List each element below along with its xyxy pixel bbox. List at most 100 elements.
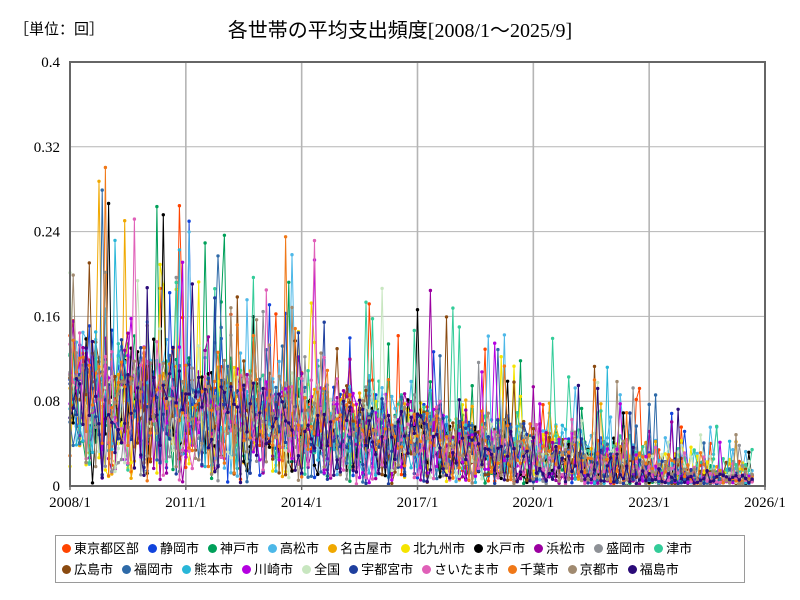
series-marker xyxy=(145,381,149,385)
series-marker xyxy=(335,443,339,447)
legend-item[interactable]: 神戸市 xyxy=(208,542,259,555)
series-marker xyxy=(596,386,600,391)
legend-item[interactable]: 盛岡市 xyxy=(594,542,645,555)
series-marker xyxy=(576,457,581,461)
legend-item[interactable]: 広島市 xyxy=(62,563,113,576)
series-marker xyxy=(608,456,613,460)
series-marker xyxy=(168,437,172,441)
series-marker xyxy=(341,468,346,472)
series-marker xyxy=(325,444,330,448)
series-marker xyxy=(187,449,191,453)
series-marker xyxy=(87,461,92,465)
series-marker xyxy=(287,449,291,453)
series-marker xyxy=(509,477,513,482)
series-marker xyxy=(390,394,394,399)
series-marker xyxy=(621,411,626,415)
legend-item[interactable]: 高松市 xyxy=(268,542,319,555)
legend-item[interactable]: 川崎市 xyxy=(242,563,293,576)
series-marker xyxy=(586,478,590,482)
series-marker xyxy=(698,433,703,437)
series-marker xyxy=(177,369,182,373)
series-marker xyxy=(399,445,404,449)
series-marker xyxy=(422,410,426,414)
series-marker xyxy=(229,306,233,310)
series-marker xyxy=(332,447,336,451)
series-marker xyxy=(682,467,687,472)
legend-item[interactable]: さいたま市 xyxy=(422,563,499,576)
series-marker xyxy=(113,400,117,405)
series-marker xyxy=(702,455,706,459)
series-marker xyxy=(727,467,732,471)
series-marker xyxy=(216,407,220,411)
legend-item[interactable]: 名古屋市 xyxy=(328,542,392,555)
legend-item[interactable]: 北九州市 xyxy=(401,542,465,555)
legend-item-label: 福岡市 xyxy=(134,562,174,577)
series-marker xyxy=(702,481,706,486)
series-marker xyxy=(287,475,291,480)
series-marker xyxy=(245,298,249,302)
series-marker xyxy=(100,441,104,445)
series-marker xyxy=(306,369,310,373)
series-marker xyxy=(457,325,461,329)
series-marker xyxy=(364,475,368,480)
series-marker xyxy=(399,465,404,469)
legend-item[interactable]: 福島市 xyxy=(627,563,679,576)
series-marker xyxy=(496,433,500,438)
series-marker xyxy=(512,481,516,486)
series-marker xyxy=(168,455,172,459)
series-marker xyxy=(464,408,468,412)
series-marker xyxy=(213,379,217,384)
series-marker xyxy=(126,373,130,377)
legend-item[interactable]: 静岡市 xyxy=(148,542,199,555)
series-marker xyxy=(531,436,535,440)
series-marker xyxy=(608,479,613,484)
series-marker xyxy=(496,418,500,422)
series-marker xyxy=(541,458,545,463)
legend-item[interactable]: 水戸市 xyxy=(474,542,525,555)
legend-item[interactable]: 浜松市 xyxy=(534,542,585,555)
series-marker xyxy=(345,461,349,465)
series-marker xyxy=(258,411,262,415)
series-marker xyxy=(274,469,278,473)
series-marker xyxy=(374,429,378,433)
legend-item[interactable]: 東京都区部 xyxy=(62,542,139,555)
series-marker xyxy=(624,411,629,415)
series-marker xyxy=(139,380,143,384)
legend-item[interactable]: 宇都宮市 xyxy=(349,563,413,576)
series-marker xyxy=(116,380,121,385)
series-marker xyxy=(184,455,188,459)
legend-item[interactable]: 千葉市 xyxy=(507,563,559,576)
series-marker xyxy=(567,477,571,482)
legend-item[interactable]: 福岡市 xyxy=(122,563,173,576)
series-marker xyxy=(193,404,198,408)
legend-item[interactable]: 熊本市 xyxy=(182,563,233,576)
series-marker xyxy=(135,386,140,390)
series-marker xyxy=(293,418,297,422)
series-marker xyxy=(406,402,410,407)
series-marker xyxy=(126,443,130,448)
series-marker xyxy=(666,440,671,444)
series-marker xyxy=(393,418,397,422)
chart-title: 各世帯の平均支出頻度[2008/1〜2025/9] xyxy=(227,20,573,42)
series-marker xyxy=(341,399,346,403)
series-marker xyxy=(187,219,191,223)
series-marker xyxy=(171,467,175,472)
series-marker xyxy=(113,374,117,379)
series-marker xyxy=(325,477,330,481)
series-marker xyxy=(306,408,310,412)
series-marker xyxy=(123,219,127,223)
series-marker xyxy=(550,437,555,442)
series-marker xyxy=(653,439,658,444)
series-marker xyxy=(290,305,294,310)
series-marker xyxy=(489,422,494,426)
series-marker xyxy=(541,467,545,471)
legend-item[interactable]: 京都市 xyxy=(567,563,619,576)
series-marker xyxy=(731,448,735,452)
series-marker xyxy=(71,421,75,425)
series-marker xyxy=(596,380,600,385)
legend-item[interactable]: 全国 xyxy=(302,563,340,576)
series-marker xyxy=(448,476,452,480)
legend-item[interactable]: 津市 xyxy=(654,542,692,555)
series-marker xyxy=(152,414,156,419)
series-marker xyxy=(670,480,674,484)
